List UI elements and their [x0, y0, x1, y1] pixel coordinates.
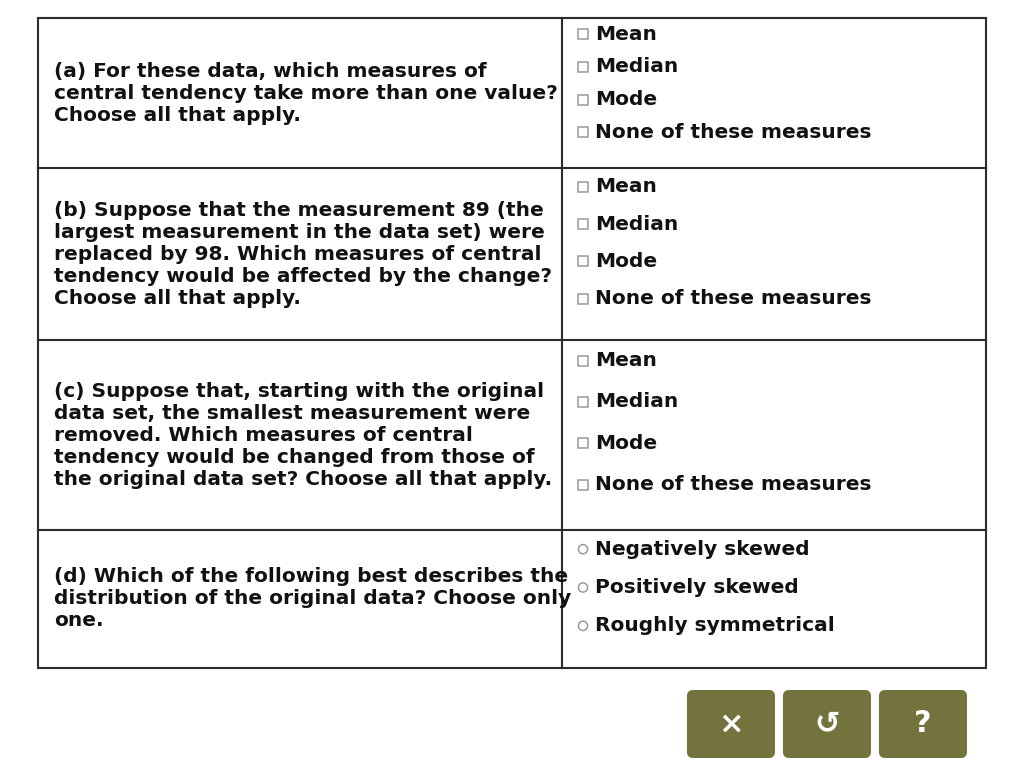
Text: (b) Suppose that the measurement 89 (the: (b) Suppose that the measurement 89 (the — [54, 200, 544, 220]
Text: Mode: Mode — [595, 434, 657, 453]
Text: Negatively skewed: Negatively skewed — [595, 540, 810, 559]
Bar — [578, 182, 588, 192]
Text: largest measurement in the data set) were: largest measurement in the data set) wer… — [54, 223, 545, 241]
Text: central tendency take more than one value?: central tendency take more than one valu… — [54, 83, 558, 103]
Text: ↺: ↺ — [814, 710, 840, 738]
Text: Positively skewed: Positively skewed — [595, 578, 799, 597]
Text: None of these measures: None of these measures — [595, 122, 871, 142]
Text: (d) Which of the following best describes the: (d) Which of the following best describe… — [54, 567, 568, 587]
Bar — [578, 256, 588, 266]
Text: ?: ? — [914, 710, 932, 738]
Text: removed. Which measures of central: removed. Which measures of central — [54, 425, 473, 445]
Text: None of these measures: None of these measures — [595, 289, 871, 308]
Text: Median: Median — [595, 393, 678, 411]
Text: Median: Median — [595, 214, 678, 234]
Bar — [578, 219, 588, 229]
Text: Mean: Mean — [595, 177, 656, 196]
Circle shape — [579, 621, 588, 630]
Text: None of these measures: None of these measures — [595, 475, 871, 494]
FancyBboxPatch shape — [687, 690, 775, 758]
Bar — [38, 18, 986, 668]
FancyBboxPatch shape — [879, 690, 967, 758]
Bar — [578, 294, 588, 304]
Bar — [578, 480, 588, 489]
Bar — [578, 62, 588, 72]
Text: Choose all that apply.: Choose all that apply. — [54, 288, 301, 308]
Text: tendency would be affected by the change?: tendency would be affected by the change… — [54, 266, 552, 285]
Bar — [578, 30, 588, 39]
Text: distribution of the original data? Choose only: distribution of the original data? Choos… — [54, 590, 571, 608]
Circle shape — [579, 583, 588, 592]
Text: ×: × — [718, 710, 743, 738]
Text: one.: one. — [54, 612, 103, 630]
Text: the original data set? Choose all that apply.: the original data set? Choose all that a… — [54, 470, 552, 488]
Bar — [578, 397, 588, 407]
Text: replaced by 98. Which measures of central: replaced by 98. Which measures of centra… — [54, 245, 542, 263]
Text: Mean: Mean — [595, 351, 656, 370]
Text: Median: Median — [595, 58, 678, 76]
Text: (c) Suppose that, starting with the original: (c) Suppose that, starting with the orig… — [54, 382, 544, 400]
Text: Choose all that apply.: Choose all that apply. — [54, 105, 301, 125]
Bar — [578, 94, 588, 104]
FancyBboxPatch shape — [783, 690, 871, 758]
Circle shape — [579, 545, 588, 554]
Bar — [578, 356, 588, 365]
Text: (a) For these data, which measures of: (a) For these data, which measures of — [54, 62, 486, 80]
Text: tendency would be changed from those of: tendency would be changed from those of — [54, 447, 535, 467]
Text: Roughly symmetrical: Roughly symmetrical — [595, 616, 835, 636]
Text: Mode: Mode — [595, 252, 657, 271]
Text: Mode: Mode — [595, 90, 657, 109]
Bar — [578, 439, 588, 448]
Bar — [578, 127, 588, 137]
Text: data set, the smallest measurement were: data set, the smallest measurement were — [54, 404, 530, 422]
Text: Mean: Mean — [595, 25, 656, 44]
